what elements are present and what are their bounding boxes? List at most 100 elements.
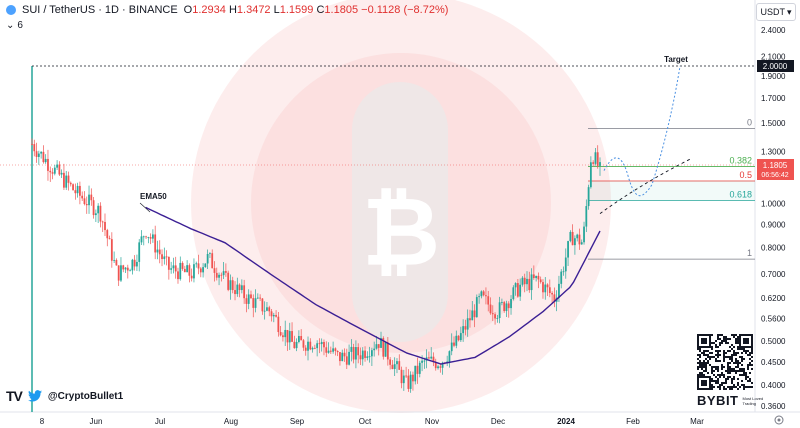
candle-body [516,283,519,297]
twitter-icon [27,390,42,402]
candle-body [507,303,510,309]
candle-body [574,238,576,246]
candle-body [332,348,335,352]
indicators-toggle[interactable]: ⌄ 6 [6,20,23,31]
candle-body [81,195,84,199]
candle-body [357,347,360,356]
candle-body [83,198,86,205]
candle-body [74,190,77,194]
candle-body [409,374,412,389]
time-tick-label: Aug [224,417,238,426]
candle-body [512,287,515,300]
candle-body [140,236,143,243]
candle-body [526,278,528,285]
candle-body [224,271,227,273]
tradingview-logo-icon[interactable]: TV [6,388,23,404]
price-tick-label: 0.5600 [761,314,786,323]
candle-body [414,365,417,382]
time-axis[interactable]: 8 Jun Jul Aug Sep Oct Nov Dec 2024 Feb Mar [40,417,704,426]
ema50-label: EMA50 [140,192,167,201]
candle-body [494,314,496,319]
candle-body [295,341,298,349]
fib-level-label: 0.382 [729,155,752,165]
candle-body [222,271,225,276]
candle-body [466,318,469,330]
candle-body [553,294,556,302]
candle-body [448,351,451,362]
candle-body [350,346,353,352]
candle-body [432,356,435,363]
candle-body [489,304,492,314]
candle-body [307,341,309,351]
candle-body [567,241,569,258]
candle-body [539,279,542,283]
high-value: 1.3472 [236,4,271,16]
candle-body [523,277,526,285]
price-tick-label: 1.5000 [761,119,786,128]
candle-body [53,167,56,174]
bitcoin-icon: ₿ [362,179,440,286]
candle-body [339,352,341,362]
gear-icon[interactable] [773,414,785,426]
candle-body [316,343,319,349]
candle-body [457,335,460,341]
candle-body [97,205,100,214]
candle-body [108,238,111,240]
candlesticks [31,138,601,393]
candle-body [145,236,147,238]
candle-body [528,278,531,291]
price-tick-label: 0.7000 [761,270,786,279]
candle-body [366,356,369,358]
candle-body [532,274,535,279]
time-tick-label: 8 [40,417,45,426]
price-tick-label: 0.3600 [761,402,786,411]
price-tick-label: 0.6200 [761,294,786,303]
candle-body [254,298,257,308]
indicator-count: 6 [17,20,23,31]
candle-body [122,265,125,270]
candle-body [320,341,323,345]
candle-body [272,314,275,317]
candle-body [491,313,494,315]
price-axis[interactable]: 2.4000 2.1000 1.9000 1.7000 1.5000 1.3000 1.00… [761,26,786,411]
candle-body [537,275,540,280]
fib-retracement[interactable]: 0 0.382 0.5 0.618 1 [588,117,755,260]
currency-label: USDT [760,7,785,17]
candle-body [133,259,136,267]
currency-selector[interactable]: USDT ▾ [756,3,796,21]
time-tick-label: Jun [90,417,103,426]
candle-body [268,307,271,312]
candle-body [158,249,161,255]
candle-body [345,356,348,365]
candle-body [514,283,517,288]
candle-body [188,265,191,276]
candle-body [355,347,357,360]
candle-body [161,254,163,260]
candle-body [297,336,300,342]
candle-body [151,234,154,239]
bybit-slogan: Most Loved Trading [742,395,764,406]
open-value: 1.2934 [192,4,226,16]
candle-body [67,175,70,183]
candle-body [193,264,195,279]
candle-body [327,350,330,353]
candle-body [485,295,487,297]
candle-body [42,151,45,163]
candle-body [462,326,465,334]
candle-body [421,360,423,363]
symbol-title[interactable]: SUI / TetherUS · 1D · BINANCE [22,4,178,16]
candle-body [202,267,204,273]
candle-body [400,369,403,384]
candle-body [469,318,471,321]
footer-branding: TV @CryptoBullet1 [6,388,123,404]
price-tick-label: 2.1000 [761,52,786,61]
candle-body [471,310,474,321]
candle-body [282,335,284,338]
candle-body [370,350,373,357]
time-tick-label: Jul [155,417,165,426]
candle-body [599,162,601,166]
candle-body [439,366,442,368]
price-tick-label: 0.8000 [761,244,786,253]
candle-body [117,265,120,281]
